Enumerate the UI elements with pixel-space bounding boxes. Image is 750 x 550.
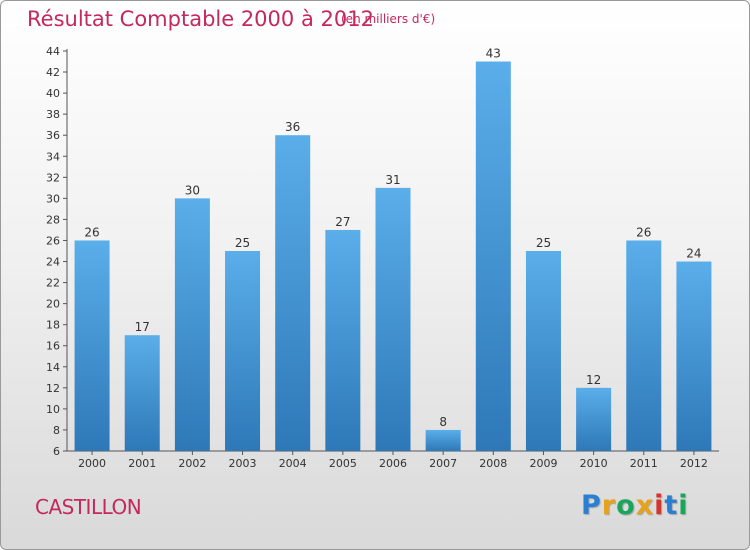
logo-letter: i (654, 490, 665, 521)
logo-letter: P (581, 490, 602, 521)
bar-value-label: 24 (686, 247, 701, 261)
x-tick-label: 2006 (379, 457, 407, 470)
y-tick-label: 38 (46, 108, 60, 121)
x-tick-label: 2007 (429, 457, 457, 470)
x-tick-label: 2004 (279, 457, 307, 470)
bars: 26 17 30 25 36 27 31 8 43 25 12 26 24 (74, 47, 712, 452)
y-tick-label: 26 (46, 234, 60, 247)
bar-value-label: 36 (285, 120, 300, 134)
y-tick-label: 30 (46, 192, 60, 205)
y-tick-label: 20 (46, 298, 60, 311)
y-tick-label: 10 (46, 403, 60, 416)
bar-value-label: 31 (385, 173, 400, 187)
proxiti-logo: Proxiti (581, 490, 689, 521)
x-tick-label: 2009 (529, 457, 557, 470)
x-axis-ticks: 2000 2001 2002 2003 2004 2005 2006 2007 2008 2009… (78, 451, 708, 470)
bar-2005 (325, 229, 361, 451)
x-tick-label: 2010 (580, 457, 608, 470)
y-tick-label: 32 (46, 171, 60, 184)
bar-value-label: 27 (335, 215, 350, 229)
y-axis-ticks: 6 8 10 12 14 16 18 20 22 24 26 28 30 32 34 36 38 40 42 44 (46, 45, 67, 458)
x-tick-label: 2012 (680, 457, 708, 470)
x-tick-label: 2000 (78, 457, 106, 470)
bar-value-label: 43 (486, 47, 501, 61)
logo-letter: r (601, 490, 617, 521)
bar-2004 (275, 135, 311, 452)
bar-value-label: 25 (536, 236, 551, 250)
bar-2008 (475, 61, 511, 452)
bar-2001 (124, 335, 160, 451)
bar-2010 (576, 387, 612, 451)
bar-value-label: 26 (84, 225, 99, 239)
bar-value-label: 25 (235, 236, 250, 250)
y-tick-label: 28 (46, 213, 60, 226)
bar-value-label: 30 (185, 183, 200, 197)
y-tick-label: 18 (46, 319, 60, 332)
x-tick-label: 2003 (229, 457, 257, 470)
y-tick-label: 44 (46, 45, 60, 58)
logo-letter: i (678, 490, 689, 521)
y-tick-label: 14 (46, 361, 60, 374)
y-tick-label: 34 (46, 150, 60, 163)
y-tick-label: 40 (46, 87, 60, 100)
y-tick-label: 8 (53, 424, 60, 437)
x-tick-label: 2008 (479, 457, 507, 470)
bar-2002 (174, 198, 210, 451)
bar-value-label: 12 (586, 373, 601, 387)
bar-2009 (525, 251, 561, 451)
bar-2012 (676, 261, 712, 451)
x-tick-label: 2002 (178, 457, 206, 470)
bar-value-label: 8 (439, 415, 447, 429)
y-tick-label: 6 (53, 445, 60, 458)
x-tick-label: 2005 (329, 457, 357, 470)
logo-letter: x (635, 490, 655, 521)
commune-name: CASTILLON (35, 495, 142, 519)
bar-2000 (74, 240, 110, 451)
chart-subtitle: (en milliers d'€) (341, 12, 436, 26)
bar-value-label: 26 (636, 225, 651, 239)
bar-2003 (225, 251, 261, 451)
y-tick-label: 22 (46, 277, 60, 290)
x-tick-label: 2011 (630, 457, 658, 470)
bar-value-label: 17 (135, 320, 150, 334)
bar-2006 (375, 187, 411, 451)
x-tick-label: 2001 (128, 457, 156, 470)
logo-letter: t (664, 490, 679, 521)
y-tick-label: 36 (46, 129, 60, 142)
y-tick-label: 16 (46, 340, 60, 353)
bar-2011 (626, 240, 662, 451)
y-tick-label: 24 (46, 256, 60, 269)
y-tick-label: 12 (46, 382, 60, 395)
chart-title: Résultat Comptable 2000 à 2012 (27, 7, 374, 31)
logo-letter: o (616, 490, 636, 521)
y-tick-label: 42 (46, 66, 60, 79)
bar-2007 (425, 429, 461, 451)
